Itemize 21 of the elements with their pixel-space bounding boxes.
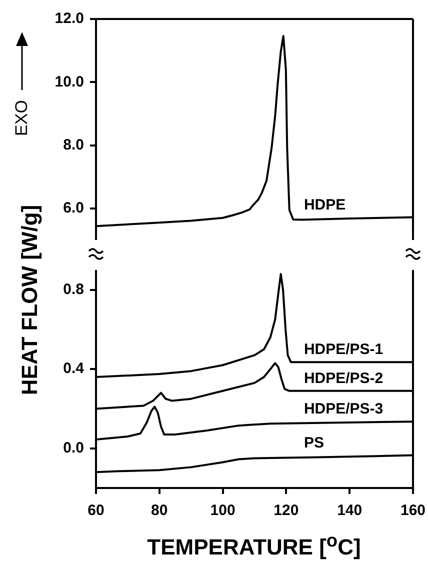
- series-label: PS: [304, 434, 324, 452]
- series-label: HDPE/PS-1: [304, 341, 384, 358]
- x-tick-label: 100: [210, 502, 236, 520]
- series-label: HDPE: [304, 196, 346, 214]
- y-tick-label: 12.0: [54, 10, 84, 28]
- series-label: HDPE/PS-2: [304, 370, 384, 387]
- x-tick-label: 120: [274, 502, 299, 520]
- x-tick-label: 160: [400, 502, 426, 520]
- y-axis-title: HEAT FLOW [W/g]: [17, 204, 43, 396]
- x-tick-label: 60: [88, 502, 104, 520]
- x-axis-title: TEMPERATURE [$^{o}$C]: [147, 529, 361, 561]
- y-tick-label: 0.8: [63, 280, 84, 298]
- y-tick-label: 10.0: [54, 73, 84, 90]
- y-tick-label: 8.0: [63, 136, 84, 154]
- series-label: HDPE/PS-3: [304, 400, 384, 418]
- x-tick-label: 140: [337, 502, 362, 520]
- y-tick-label: 0.0: [63, 440, 84, 457]
- x-tick-label: 80: [151, 502, 168, 520]
- y-tick-label: 6.0: [63, 200, 84, 217]
- text: EXO: [12, 100, 32, 136]
- y-tick-label: 0.4: [63, 360, 85, 378]
